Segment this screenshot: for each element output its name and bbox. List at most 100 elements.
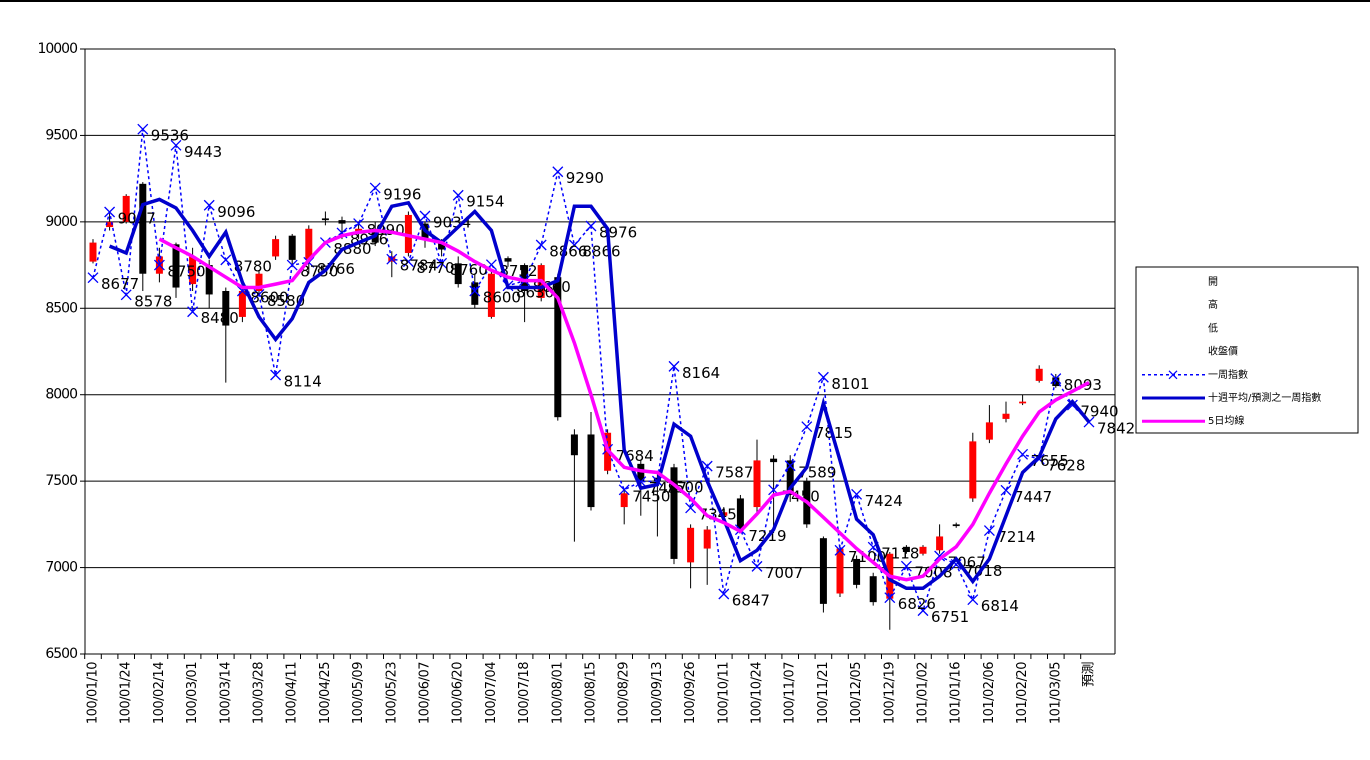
candle-body: [139, 183, 147, 274]
candle-body: [255, 273, 263, 291]
candle-body: [936, 536, 944, 551]
x-tick-label: 100/05/23: [384, 662, 399, 724]
data-label: 9443: [184, 143, 222, 161]
data-label: 8101: [831, 375, 869, 393]
data-label: 8750: [167, 263, 205, 281]
marker: [286, 259, 298, 271]
data-label: 8866: [582, 243, 620, 261]
data-label: 9536: [151, 127, 189, 145]
data-label: 8578: [134, 292, 172, 310]
x-tick-label: 100/12/19: [882, 662, 897, 724]
legend-label: 高: [1208, 298, 1218, 311]
candle-body: [89, 242, 97, 262]
candle-body: [770, 458, 778, 463]
x-tick-label: 預測: [1082, 662, 1097, 687]
data-label: 7940: [1080, 403, 1118, 421]
candle-body: [836, 548, 844, 594]
candle-body: [205, 265, 213, 295]
y-tick-label: 9000: [45, 214, 77, 230]
candle-body: [321, 218, 329, 221]
x-tick-label: 100/09/13: [650, 662, 665, 724]
candle-body: [438, 242, 446, 250]
y-tick-label: 7500: [45, 473, 77, 489]
x-tick-label: 100/10/11: [716, 662, 731, 724]
y-tick-label: 6500: [45, 646, 77, 662]
marker: [402, 256, 414, 268]
candle-body: [471, 282, 479, 305]
y-tick-label: 7000: [45, 560, 77, 576]
candle-body: [222, 291, 230, 326]
marker: [153, 259, 165, 271]
marker: [436, 257, 448, 269]
candle-body: [106, 221, 114, 228]
marker: [983, 525, 995, 537]
data-label: 6847: [732, 592, 770, 610]
candle-body: [504, 258, 512, 262]
data-label: 8866: [549, 243, 587, 261]
candle-body: [1002, 413, 1010, 419]
candle-body: [305, 228, 313, 260]
candle-body: [521, 265, 529, 291]
data-label: 8600: [483, 289, 521, 307]
marker: [917, 605, 929, 617]
legend-label: 低: [1208, 321, 1218, 334]
marker: [884, 592, 896, 604]
candle-body: [570, 434, 578, 456]
data-label: 7214: [997, 528, 1035, 546]
legend-marker: [1168, 370, 1178, 380]
x-tick-label: 100/04/11: [285, 662, 300, 724]
candle-body: [919, 546, 927, 554]
candle-body: [687, 527, 695, 563]
candle-body: [1019, 401, 1027, 404]
data-label: 9034: [433, 213, 471, 231]
marker: [87, 272, 99, 284]
candle-body: [902, 546, 910, 553]
marker: [220, 254, 232, 266]
series-line: [158, 228, 1090, 582]
marker: [834, 544, 846, 556]
x-tick-label: 101/03/05: [1048, 662, 1063, 724]
data-label: 8600: [250, 289, 288, 307]
candle-body: [736, 498, 744, 530]
x-tick-label: 100/06/07: [418, 662, 433, 724]
candle-body: [338, 220, 346, 224]
x-tick-label: 100/08/01: [550, 662, 565, 724]
legend-label: 開: [1208, 276, 1218, 288]
x-tick-label: 101/01/02: [916, 662, 931, 724]
data-label: 8784: [400, 257, 438, 275]
data-label: 9290: [566, 169, 604, 187]
marker: [668, 360, 680, 372]
x-tick-label: 100/03/14: [218, 662, 233, 724]
marker: [685, 502, 697, 514]
data-label: 8114: [284, 373, 322, 391]
data-label: 9154: [466, 193, 504, 211]
marker: [1050, 373, 1062, 385]
x-tick-label: 100/12/05: [849, 662, 864, 724]
candle-body: [172, 244, 180, 288]
marker: [104, 206, 116, 218]
data-label: 7424: [865, 492, 903, 510]
data-label: 8164: [682, 364, 720, 382]
legend-label: 5日均線: [1208, 414, 1244, 427]
legend-label: 一周指數: [1208, 368, 1248, 381]
marker: [120, 289, 132, 301]
data-label: 7842: [1097, 420, 1135, 438]
data-label: 7450: [632, 487, 670, 505]
data-label: 7587: [715, 464, 753, 482]
candle-body: [487, 273, 495, 317]
candle-body: [853, 558, 861, 585]
legend-label: 十週平均/預測之一周指數: [1208, 391, 1321, 404]
legend-box: [1135, 266, 1359, 434]
marker: [419, 210, 431, 222]
data-label: 7345: [699, 505, 737, 523]
candle-body: [703, 529, 711, 549]
marker: [369, 182, 381, 194]
candle-body: [1035, 368, 1043, 381]
candle-body: [189, 256, 197, 285]
x-tick-label: 100/07/04: [484, 662, 499, 724]
x-tick-label: 101/01/16: [949, 662, 964, 724]
data-label: 8580: [267, 292, 305, 310]
marker: [1000, 484, 1012, 496]
x-tick-label: 100/06/20: [451, 662, 466, 724]
data-label: 7007: [765, 564, 803, 582]
